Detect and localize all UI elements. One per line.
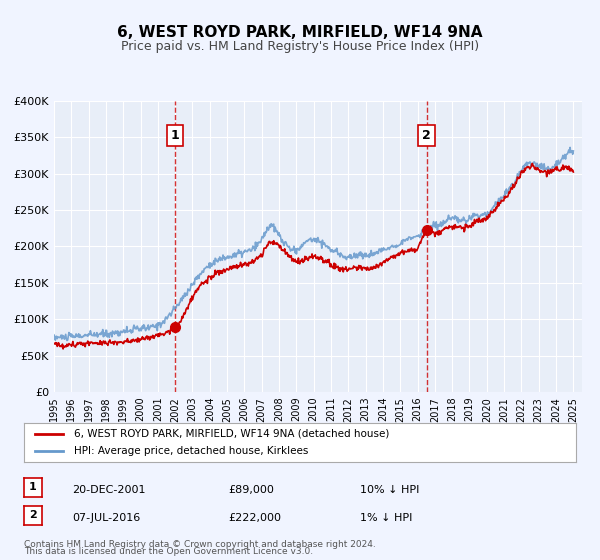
Text: HPI: Average price, detached house, Kirklees: HPI: Average price, detached house, Kirk… xyxy=(74,446,308,456)
Text: 6, WEST ROYD PARK, MIRFIELD, WF14 9NA (detached house): 6, WEST ROYD PARK, MIRFIELD, WF14 9NA (d… xyxy=(74,429,389,439)
Text: 10% ↓ HPI: 10% ↓ HPI xyxy=(360,485,419,495)
Text: 1: 1 xyxy=(170,129,179,142)
Text: 2: 2 xyxy=(29,511,37,520)
Text: Price paid vs. HM Land Registry's House Price Index (HPI): Price paid vs. HM Land Registry's House … xyxy=(121,40,479,53)
Text: £222,000: £222,000 xyxy=(228,513,281,523)
Text: 07-JUL-2016: 07-JUL-2016 xyxy=(72,513,140,523)
Text: 20-DEC-2001: 20-DEC-2001 xyxy=(72,485,146,495)
Text: 1% ↓ HPI: 1% ↓ HPI xyxy=(360,513,412,523)
Text: This data is licensed under the Open Government Licence v3.0.: This data is licensed under the Open Gov… xyxy=(24,547,313,556)
Text: 6, WEST ROYD PARK, MIRFIELD, WF14 9NA: 6, WEST ROYD PARK, MIRFIELD, WF14 9NA xyxy=(117,25,483,40)
Text: £89,000: £89,000 xyxy=(228,485,274,495)
Text: Contains HM Land Registry data © Crown copyright and database right 2024.: Contains HM Land Registry data © Crown c… xyxy=(24,540,376,549)
Text: 2: 2 xyxy=(422,129,431,142)
Text: 1: 1 xyxy=(29,483,37,492)
